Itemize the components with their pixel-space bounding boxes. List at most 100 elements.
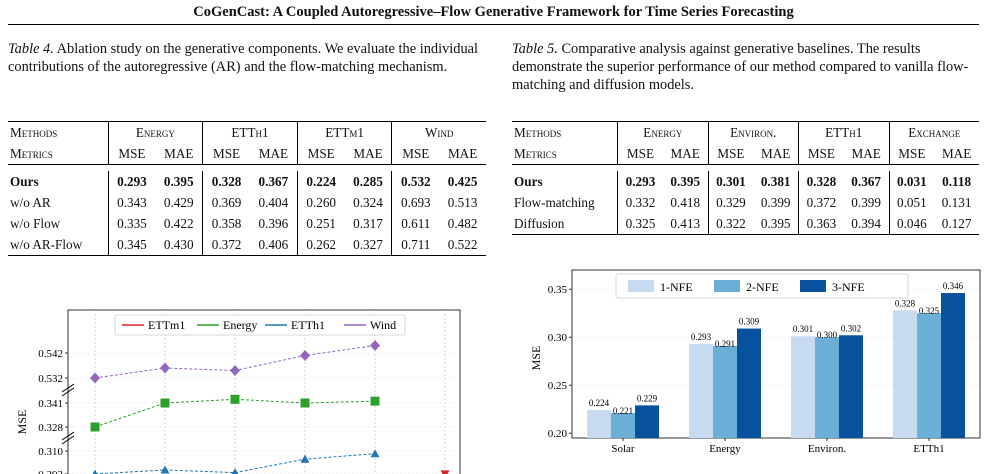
table-cell: 0.372 — [798, 192, 844, 213]
dataset-header: ETTh1 — [798, 121, 889, 143]
legend-swatch — [714, 280, 740, 292]
table-cell: 0.358 — [202, 213, 250, 234]
data-point — [300, 454, 310, 463]
table-cell: 0.224 — [296, 171, 345, 192]
table4-caption: Table 4. Ablation study on the generativ… — [8, 40, 488, 76]
legend-label: Wind — [370, 318, 396, 332]
bar-value-label: 0.302 — [841, 323, 861, 333]
metric-header: MAE — [249, 143, 298, 165]
bar-value-label: 0.328 — [895, 298, 916, 308]
table-cell: 0.430 — [155, 234, 203, 256]
table-cell: 0.251 — [296, 213, 345, 234]
table4-label: Table 4. — [8, 41, 54, 57]
metric-header: MAE — [662, 143, 709, 165]
bar-value-label: 0.309 — [739, 317, 760, 327]
table-cell: 0.711 — [391, 234, 440, 256]
table-cell: 0.328 — [798, 171, 844, 192]
table-cell: 0.363 — [798, 213, 844, 235]
legend-label: ETTm1 — [148, 318, 185, 332]
row-method-name: Ours — [514, 173, 543, 189]
table-cell: 0.429 — [163, 194, 194, 210]
table-cell: 0.395 — [163, 173, 194, 189]
metric-header: MSE — [798, 143, 844, 165]
plot-frame — [67, 309, 461, 474]
y-tick-label: 0.30 — [548, 332, 568, 344]
table5: Methods Energy Environ. ETTh1 Exchange Metric… — [512, 121, 979, 235]
data-point — [160, 398, 170, 408]
y-tick-label: 0.542 — [38, 348, 63, 360]
table-cell: 0.293 — [617, 171, 663, 192]
metric-header: MAE — [753, 143, 799, 165]
data-point — [231, 468, 239, 474]
row-method-name: w/o Flow — [10, 215, 61, 231]
table5-label: Table 5. — [512, 41, 558, 57]
table5-caption: Table 5. Comparative analysis against ge… — [512, 40, 978, 94]
data-point — [90, 372, 100, 384]
ablation-line-chart: 0.542 0.532 0.341 0.328 0.310 0.293 MSE ETTm1 En… — [15, 309, 461, 474]
metric-header: MSE — [707, 143, 754, 165]
bar-value-label: 0.346 — [943, 281, 964, 291]
row-method-name: Diffusion — [512, 213, 618, 235]
data-point — [370, 396, 380, 406]
metric-header: MSE — [296, 143, 345, 165]
table-cell: 0.260 — [296, 192, 345, 213]
table-row: Ours 0.293 0.395 0.301 0.381 0.328 0.367 0.031 0… — [512, 171, 979, 192]
table-cell: 0.293 — [107, 171, 156, 192]
table-cell: 0.051 — [888, 192, 935, 213]
data-point — [370, 340, 380, 351]
data-point — [230, 394, 240, 404]
table-cell: 0.367 — [851, 173, 881, 189]
bar — [917, 313, 941, 438]
table-cell: 0.322 — [707, 213, 754, 235]
table4: Methods Energy ETTh1 ETTm1 Wind Metrics MSE MAE… — [8, 121, 486, 256]
axis-break — [61, 431, 75, 441]
table-cell: 0.399 — [760, 194, 791, 210]
header-rule — [8, 24, 979, 25]
bar — [839, 335, 863, 438]
table4-caption-text: Ablation study on the generative compone… — [8, 41, 479, 75]
series-line-energy — [94, 398, 376, 428]
metrics-header: Metrics — [512, 143, 618, 165]
metric-header: MSE — [617, 143, 663, 165]
table-cell: 0.369 — [202, 192, 250, 213]
legend-swatch — [628, 280, 654, 292]
table-cell: 0.335 — [107, 213, 156, 234]
axis-break — [61, 383, 75, 393]
data-point — [370, 449, 380, 458]
table-cell: 0.425 — [447, 173, 478, 189]
y-tick-label: 0.293 — [38, 469, 63, 474]
bar-value-label: 0.229 — [637, 393, 658, 403]
data-point — [160, 362, 170, 374]
data-point — [300, 398, 310, 408]
bar-value-label: 0.300 — [817, 330, 838, 340]
y-tick-label: 0.328 — [38, 422, 63, 434]
metric-header: MAE — [934, 143, 979, 165]
table-header-row: Methods Energy Environ. ETTh1 Exchange — [512, 121, 979, 143]
table-cell: 0.404 — [258, 194, 289, 210]
dataset-header: Environ. — [707, 121, 799, 143]
bar — [893, 310, 917, 438]
bar — [815, 337, 839, 438]
dataset-header: Energy — [617, 121, 709, 143]
legend-swatch — [800, 280, 826, 292]
bar — [737, 328, 761, 438]
metric-header: MAE — [155, 143, 203, 165]
table-cell: 0.381 — [760, 173, 791, 189]
bar — [635, 405, 659, 438]
table-cell: 0.422 — [163, 215, 194, 231]
table-cell: 0.367 — [258, 173, 289, 189]
y-tick-label: 0.25 — [548, 380, 568, 392]
metric-header: MSE — [202, 143, 250, 165]
table-cell: 0.418 — [670, 194, 701, 210]
bar — [713, 345, 737, 438]
table-row: w/o Flow 0.335 0.422 0.358 0.396 0.251 0.317 0.… — [8, 213, 486, 234]
table-cell: 0.372 — [202, 234, 250, 256]
table-cell: 0.285 — [353, 173, 383, 189]
x-tick-label: Solar — [611, 443, 635, 455]
bar-value-label: 0.224 — [589, 398, 610, 408]
legend-box — [114, 314, 406, 336]
dataset-header: Wind — [391, 121, 486, 143]
data-point — [90, 422, 100, 432]
table-cell: 0.532 — [391, 171, 440, 192]
